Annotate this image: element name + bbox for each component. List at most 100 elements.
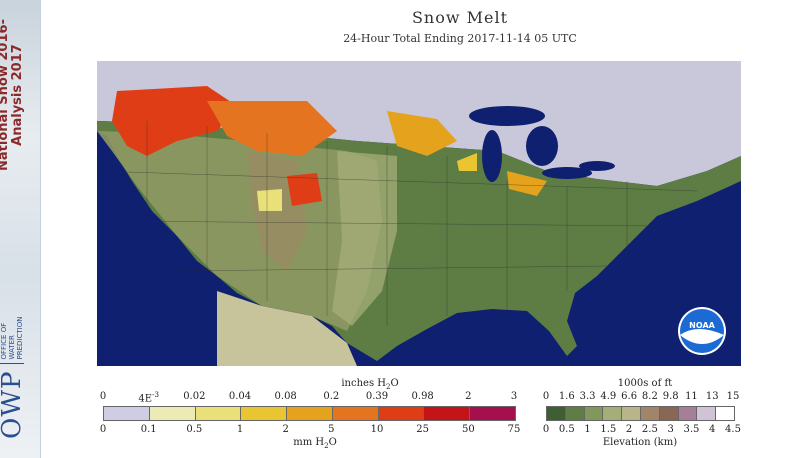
snowmelt-bottom-tick: 2 [282, 424, 288, 435]
elevation-legend-swatch [678, 407, 698, 420]
elevation-top-tick: 4.9 [600, 391, 616, 402]
elevation-bottom-tick: 1 [584, 424, 590, 435]
snowmelt-top-tick-label: 2 [465, 391, 472, 402]
elevation-bottom-tick: 2.5 [642, 424, 658, 435]
snowmelt-top-tick: 0.02 [183, 391, 205, 402]
side-banner: National Snow 2016- Analysis 2017 OWP OF… [0, 0, 41, 458]
great-lakes [469, 106, 615, 182]
mexico [217, 291, 357, 366]
snowmelt-bottom-tick: 75 [508, 424, 521, 435]
snowmelt-top-tick-label: 3 [510, 391, 518, 402]
snowmelt-bottom-tick-label: 1 [236, 424, 244, 435]
snowmelt-unit-top-text: inches H [341, 378, 386, 389]
snowmelt-bottom-tick-label: 50 [461, 424, 475, 435]
snowmelt-bottom-tick-label: 75 [507, 424, 521, 435]
snowmelt-areas [112, 86, 547, 211]
elevation-top-tick: 3.3 [580, 391, 596, 402]
snowmelt-bottom-tick: 0 [100, 424, 106, 435]
snowmelt-top-tick-exponent: -3 [152, 391, 159, 399]
snowmelt-unit-bottom-sub: 2 [324, 442, 329, 450]
snowmelt-color-bar [103, 406, 516, 421]
snowmelt-bottom-tick: 10 [371, 424, 384, 435]
snowmelt-bottom-tick-label: 0 [99, 424, 107, 435]
elevation-top-tick: 1.6 [559, 391, 575, 402]
elevation-bottom-tick: 3 [667, 424, 673, 435]
elevation-bottom-tick-label: 3.5 [683, 424, 700, 435]
snowmelt-unit-top: inches H2O [340, 378, 400, 391]
snowmelt-top-tick-label: 0.08 [274, 391, 297, 402]
banner-years2: 2017 [10, 44, 25, 81]
owp-letters: OWP [0, 370, 27, 439]
elevation-bottom-tick-label: 4.5 [725, 424, 741, 435]
snowmelt-top-tick: 0.2 [323, 391, 339, 402]
elevation-bottom-tick-label: 2.5 [641, 424, 658, 435]
snowmelt-top-tick: 3 [511, 391, 517, 402]
elevation-top-tick-label: 13 [705, 391, 719, 402]
snowmelt-bottom-tick: 25 [416, 424, 429, 435]
snowmelt-legend-swatch [378, 407, 425, 420]
office-line-1: OFFICE OF [0, 322, 8, 360]
elevation-top-tick: 8.2 [642, 391, 658, 402]
snowmelt-legend-swatch [241, 407, 288, 420]
elevation-legend-swatch [565, 407, 585, 420]
elevation-bottom-tick: 1.5 [600, 424, 616, 435]
snowmelt-legend-swatch [332, 407, 379, 420]
snowmelt-bottom-tick: 5 [328, 424, 334, 435]
snowmelt-unit-top-sub: 2 [385, 383, 391, 391]
elevation-top-tick-label: 11 [685, 391, 698, 402]
elevation-bottom-tick-label: 0.5 [558, 424, 575, 435]
elevation-bottom-tick: 3.5 [683, 424, 699, 435]
snowmelt-top-tick-label: 0.98 [411, 391, 434, 402]
office-line-3: PREDICTION [16, 316, 24, 360]
snowmelt-bottom-tick-label: 0.1 [140, 424, 157, 435]
elevation-top-tick-label: 3.3 [579, 391, 596, 402]
snowmelt-legend-swatch [287, 407, 333, 420]
snowmelt-legend-swatch [149, 407, 196, 420]
snowmelt-top-tick: 0.98 [412, 391, 434, 402]
elevation-legend-swatch [716, 407, 734, 420]
elevation-top-tick: 11 [685, 391, 698, 402]
elevation-top-tick: 0 [543, 391, 549, 402]
banner-line2: Analysis [10, 84, 25, 146]
banner-title: National Snow 2016- Analysis 2017 [0, 0, 27, 205]
owp-logo: OWP OFFICE OF WATER PREDICTION [0, 299, 29, 439]
elevation-top-tick: 15 [727, 391, 740, 402]
elevation-bottom-tick-label: 3 [667, 424, 674, 435]
page-subtitle: 24-Hour Total Ending 2017-11-14 05 UTC [343, 32, 577, 45]
elevation-bottom-tick: 2 [626, 424, 632, 435]
elevation-top-tick-label: 4.9 [600, 391, 617, 402]
snowmelt-legend-swatch [470, 407, 516, 420]
snowmelt-top-tick-label: 0.04 [228, 391, 252, 402]
elevation-bottom-tick: 4 [709, 424, 715, 435]
office-line-2: WATER [8, 335, 16, 360]
snowmelt-top-tick: 2 [465, 391, 471, 402]
page-title: Snow Melt [411, 8, 509, 27]
elevation-bottom-tick: 0.5 [559, 424, 575, 435]
snowmelt-unit-bottom: mm H2O [285, 437, 345, 450]
snowmelt-bottom-tick: 50 [462, 424, 475, 435]
snowmelt-legend-swatch [424, 407, 471, 420]
elevation-top-tick: 13 [706, 391, 719, 402]
office-name: OFFICE OF WATER PREDICTION [0, 316, 24, 365]
elevation-bottom-tick: 0 [543, 424, 549, 435]
snowmelt-unit-bottom-tail: O [328, 437, 337, 448]
elevation-bottom-tick-label: 1.5 [600, 424, 617, 435]
elevation-bottom-tick-label: 1 [584, 424, 591, 435]
elevation-bottom-tick-label: 4 [709, 424, 716, 435]
elevation-legend-swatch [640, 407, 660, 420]
plains [332, 151, 397, 326]
elevation-top-tick-label: 8.2 [641, 391, 658, 402]
snowmelt-legend-swatch [195, 407, 242, 420]
snowmelt-unit-top-tail: O [390, 378, 399, 389]
elevation-top-tick: 9.8 [663, 391, 679, 402]
snowmelt-top-tick: 0.04 [229, 391, 251, 402]
snowmelt-top-tick-label: 0.02 [183, 391, 206, 402]
elevation-unit-bottom: Elevation (km) [602, 437, 678, 448]
snowmelt-top-tick-label: 0 [99, 391, 107, 402]
noaa-logo: NOAA [678, 307, 726, 355]
snowmelt-bottom-tick: 0.5 [186, 424, 202, 435]
elevation-top-tick-label: 0 [542, 391, 550, 402]
snowmelt-bottom-tick: 0.1 [141, 424, 157, 435]
elevation-legend-swatch [697, 407, 717, 420]
snowmelt-bottom-tick-label: 10 [370, 424, 384, 435]
